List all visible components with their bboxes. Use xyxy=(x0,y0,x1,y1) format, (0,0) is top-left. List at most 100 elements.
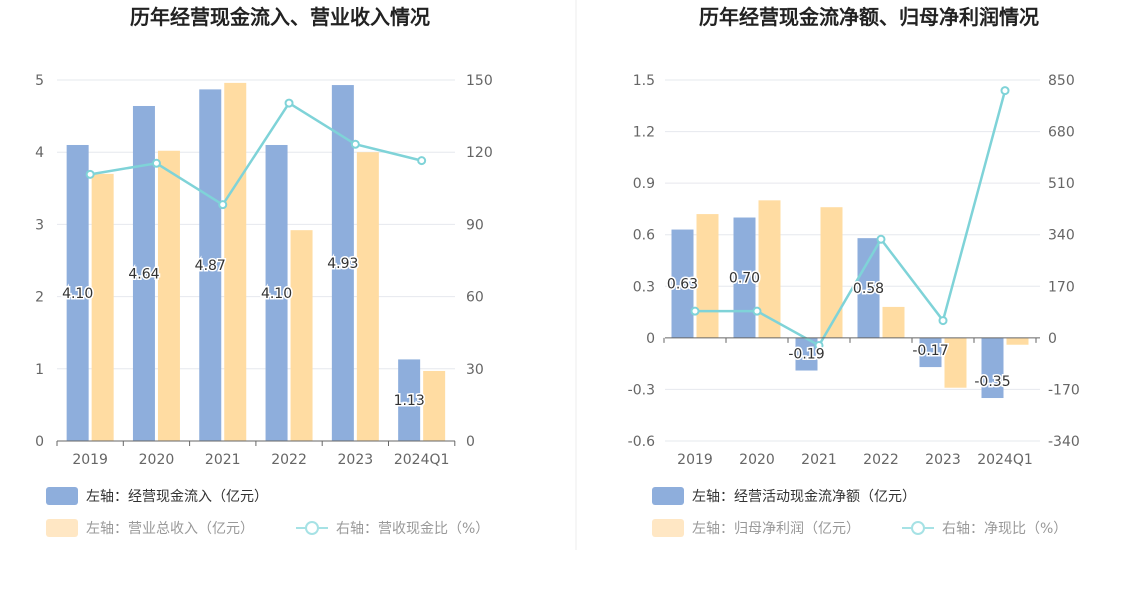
data-labels: 4.10 4.64 4.87 4.10 4.93 1.13 xyxy=(61,255,427,411)
bar-series-1 xyxy=(857,238,880,338)
x-tick-label: 2020 xyxy=(139,452,175,468)
legend-line-marker xyxy=(911,521,925,535)
x-tick-label: 2022 xyxy=(863,452,899,468)
x-tick-label: 2020 xyxy=(739,452,775,468)
y-left-tick-label: 4 xyxy=(35,145,44,161)
y-left-tick-label: 1.5 xyxy=(633,73,655,89)
bar-series-1 xyxy=(265,144,288,442)
line-point xyxy=(1000,86,1010,96)
bar-series-2 xyxy=(696,214,719,338)
legend-item-line[interactable]: 右轴：净现比（%） xyxy=(902,521,1067,537)
axes: 0 0 1 30 2 60 3 90 4 120 5 150 2019 2020 2021 2022 2023 2… xyxy=(35,73,493,468)
data-label: 1.13 xyxy=(394,393,425,409)
grid xyxy=(57,79,455,370)
y-right-tick-label: 850 xyxy=(1048,73,1075,89)
line-series-path xyxy=(89,101,422,207)
data-label: 4.10 xyxy=(62,286,93,302)
legend-item-bar2[interactable]: 左轴：营业总收入（亿元） xyxy=(46,519,254,537)
y-left-tick-label: 0 xyxy=(646,331,655,347)
axes: -0.6 -340 -0.3 -170 0 0 0.3 170 0.6 340 0.9 510 1.2 6… xyxy=(628,73,1080,468)
bar-series-1 xyxy=(199,89,222,442)
line-series xyxy=(690,86,1010,350)
bar-series-2 xyxy=(423,370,446,441)
bar-series-2 xyxy=(290,230,313,441)
y-right-tick-label: 510 xyxy=(1048,176,1075,192)
bar-series-1 xyxy=(733,217,756,338)
legend-label: 左轴：归母净利润（亿元） xyxy=(692,520,860,537)
y-right-tick-label: -170 xyxy=(1048,382,1080,398)
data-label: 0.70 xyxy=(729,271,760,287)
legend-item-bar1[interactable]: 左轴：经营活动现金流净额（亿元） xyxy=(652,487,916,505)
data-label: 0.58 xyxy=(853,281,884,297)
bar-series-2 xyxy=(1006,337,1029,345)
legend-label: 左轴：经营现金流入（亿元） xyxy=(86,489,268,505)
legend-swatch-bar1 xyxy=(46,487,78,505)
line-point xyxy=(151,158,161,168)
data-label: 4.87 xyxy=(195,258,226,274)
y-left-tick-label: 0 xyxy=(35,434,44,450)
line-series xyxy=(85,98,427,210)
legend-label: 右轴：净现比（%） xyxy=(942,521,1067,537)
line-point xyxy=(752,306,762,316)
bar-series-1 xyxy=(981,337,1004,399)
bars xyxy=(671,200,1029,399)
x-tick-label: 2019 xyxy=(72,452,108,468)
legend-swatch-bar1 xyxy=(652,487,684,505)
legend-item-bar2[interactable]: 左轴：归母净利润（亿元） xyxy=(652,519,860,537)
x-tick-label: 2022 xyxy=(271,452,307,468)
line-point xyxy=(938,316,948,326)
chart-title: 历年经营现金流净额、归母净利润情况 xyxy=(699,5,1039,29)
y-right-tick-label: 90 xyxy=(466,217,484,233)
bar-series-1 xyxy=(795,337,818,371)
line-point xyxy=(218,200,228,210)
x-tick-label: 2024Q1 xyxy=(394,452,450,468)
y-right-tick-label: 340 xyxy=(1048,228,1075,244)
legend-label: 右轴：营收现金比（%） xyxy=(336,521,489,537)
legend-label: 左轴：营业总收入（亿元） xyxy=(86,521,254,537)
x-tick-label: 2021 xyxy=(801,452,837,468)
bar-series-2 xyxy=(758,200,781,338)
bar-series-2 xyxy=(356,152,379,441)
bar-series-1 xyxy=(671,229,694,338)
bar-series-1 xyxy=(398,359,421,441)
line-series-path xyxy=(695,90,1007,348)
bar-series-2 xyxy=(944,337,967,388)
y-left-tick-label: -0.6 xyxy=(628,434,655,450)
legend-item-bar1[interactable]: 左轴：经营现金流入（亿元） xyxy=(46,487,268,505)
bar-series-2 xyxy=(882,306,905,338)
data-label: 0.63 xyxy=(667,277,698,293)
line-point xyxy=(876,234,886,244)
x-tick-label: 2023 xyxy=(925,452,961,468)
bars xyxy=(66,82,446,442)
y-right-tick-label: 0 xyxy=(1048,331,1057,347)
y-left-tick-label: 1.2 xyxy=(633,125,655,141)
y-right-tick-label: 170 xyxy=(1048,279,1075,295)
bar-series-2 xyxy=(224,82,247,441)
y-right-tick-label: 680 xyxy=(1048,125,1075,141)
bar-series-2 xyxy=(820,207,843,338)
chart-netcash-profit: 历年经营现金流净额、归母净利润情况 0.63 0.70 -0.19 0.58 -0.17… xyxy=(628,5,1080,537)
legend-line-marker xyxy=(305,521,319,535)
line-point xyxy=(417,156,427,166)
y-right-tick-label: -340 xyxy=(1048,434,1080,450)
data-label: 4.93 xyxy=(327,256,358,272)
legend: 左轴：经营活动现金流净额（亿元） 左轴：归母净利润（亿元） 右轴：净现比（%） xyxy=(652,487,1067,537)
y-left-tick-label: 0.9 xyxy=(633,176,655,192)
bar-series-1 xyxy=(919,337,942,368)
x-tick-label: 2019 xyxy=(677,452,713,468)
grid xyxy=(665,79,1040,442)
y-right-tick-label: 150 xyxy=(466,73,493,89)
legend: 左轴：经营现金流入（亿元） 左轴：营业总收入（亿元） 右轴：营收现金比（%） xyxy=(46,487,489,537)
line-point xyxy=(284,98,294,108)
legend-item-line[interactable]: 右轴：营收现金比（%） xyxy=(296,521,489,537)
y-right-tick-label: 30 xyxy=(466,362,484,378)
y-right-tick-label: 60 xyxy=(466,290,484,306)
data-label: -0.19 xyxy=(788,347,824,363)
bar-series-1 xyxy=(66,144,89,442)
line-point xyxy=(350,139,360,149)
y-right-tick-label: 0 xyxy=(466,434,475,450)
y-left-tick-label: -0.3 xyxy=(628,382,655,398)
x-tick-label: 2024Q1 xyxy=(977,452,1033,468)
line-point xyxy=(814,340,824,350)
